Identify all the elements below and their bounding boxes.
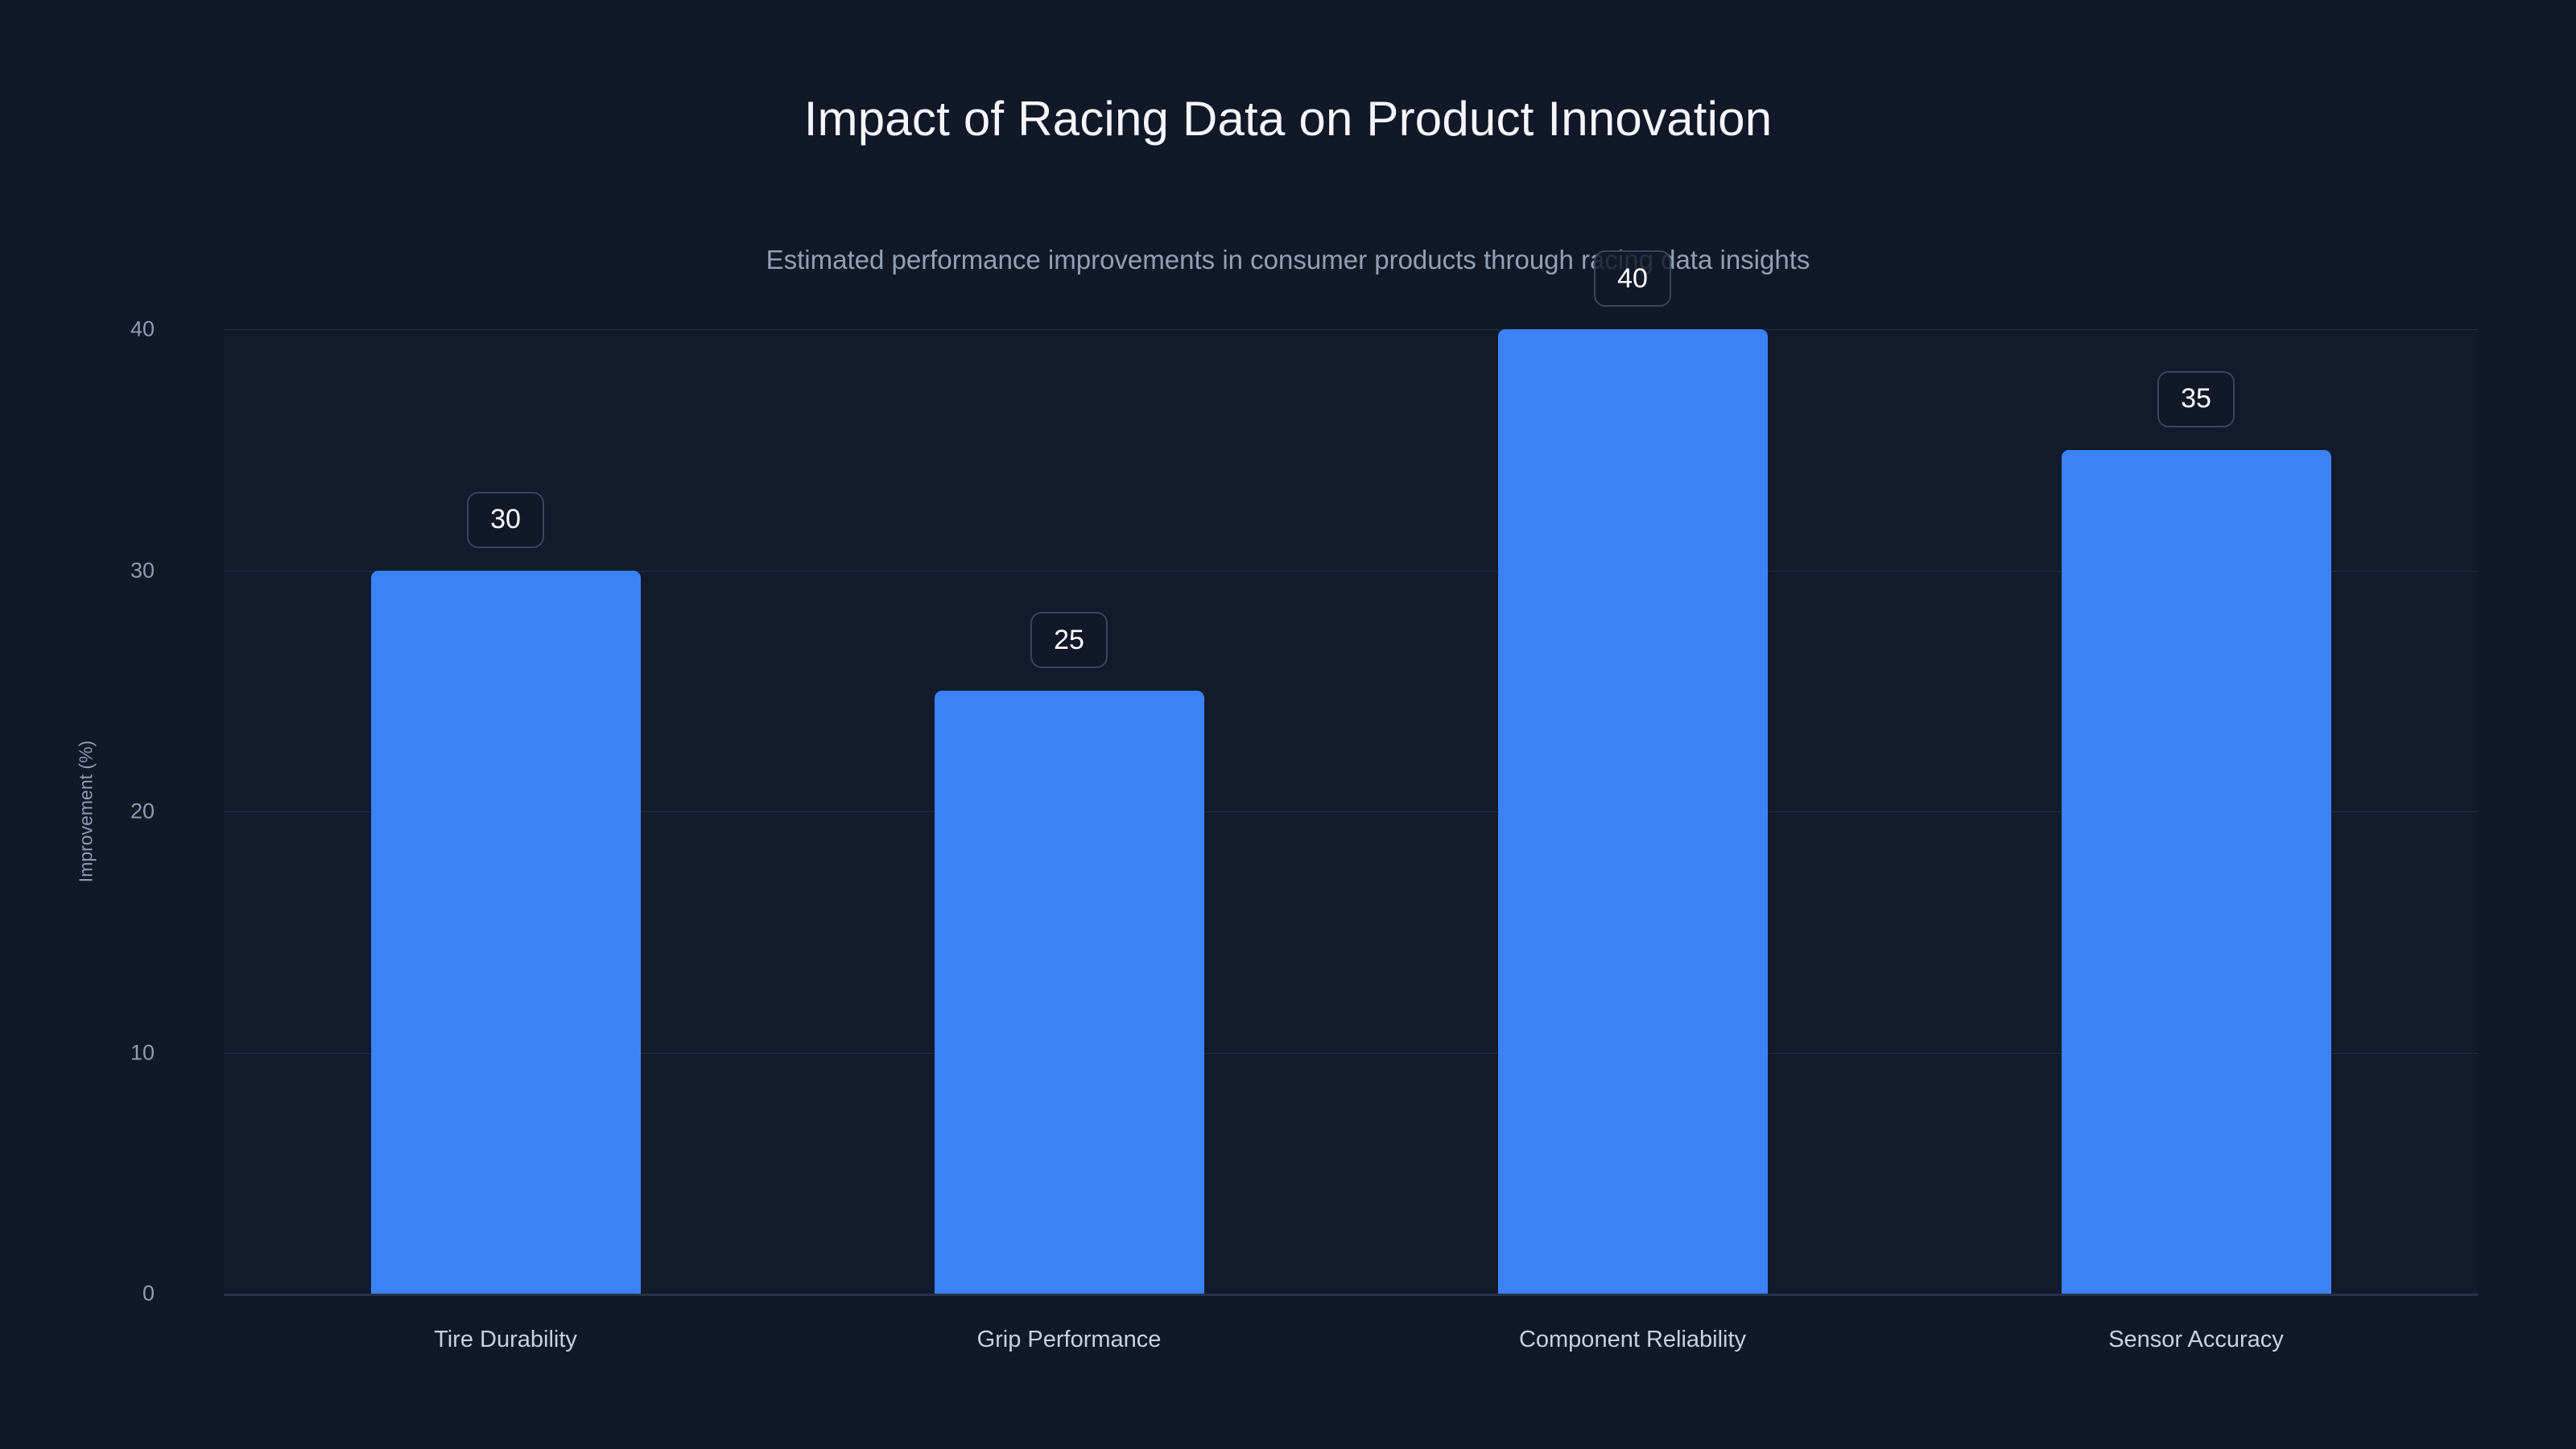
gridline bbox=[224, 570, 2478, 572]
y-axis-tick-label: 40 bbox=[130, 316, 155, 341]
gridline bbox=[224, 1052, 2478, 1054]
y-axis-tick-label: 10 bbox=[130, 1040, 155, 1064]
bar-value-badge: 25 bbox=[1030, 612, 1108, 669]
bar[interactable] bbox=[370, 570, 641, 1294]
x-axis-tick-label: Grip Performance bbox=[976, 1327, 1162, 1352]
x-axis-tick-label: Sensor Accuracy bbox=[2108, 1327, 2284, 1352]
x-axis-tick-label: Component Reliability bbox=[1518, 1327, 1747, 1352]
bar[interactable] bbox=[1497, 329, 1768, 1294]
y-axis-tick-label: 30 bbox=[130, 558, 155, 582]
gridline bbox=[224, 811, 2478, 812]
plot-area bbox=[224, 329, 2478, 1294]
chart-title: Impact of Racing Data on Product Innovat… bbox=[803, 92, 1773, 146]
bar-value-badge: 35 bbox=[2157, 370, 2235, 427]
x-axis-tick-label: Tire Durability bbox=[434, 1327, 577, 1352]
gridline bbox=[224, 329, 2478, 330]
x-axis-line bbox=[224, 1294, 2478, 1296]
y-axis-tick-label: 20 bbox=[130, 799, 155, 824]
bar-value-badge: 40 bbox=[1594, 250, 1671, 307]
bar[interactable] bbox=[2061, 449, 2331, 1294]
chart-subtitle: Estimated performance improvements in co… bbox=[766, 245, 1810, 275]
bar-value-badge: 30 bbox=[467, 491, 544, 548]
bar[interactable] bbox=[934, 691, 1204, 1294]
y-axis-tick-label: 0 bbox=[142, 1281, 155, 1306]
